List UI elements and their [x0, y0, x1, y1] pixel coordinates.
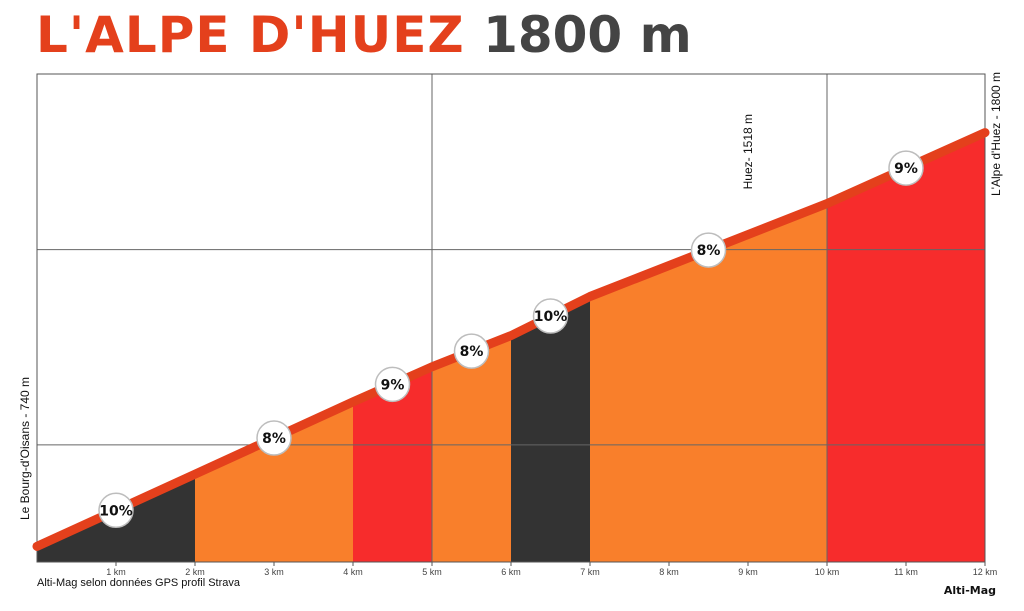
grade-label: 8% — [262, 431, 286, 447]
grade-segment-3 — [353, 366, 432, 562]
x-tick-label: 10 km — [815, 567, 840, 577]
page-title: L'ALPE D'HUEZ 1800 m — [36, 6, 692, 70]
grade-segment-2 — [195, 401, 353, 562]
chart-grid — [37, 74, 985, 562]
grade-badge — [374, 366, 411, 403]
waypoint-labels: Huez- 1518 m — [741, 114, 755, 189]
grade-segments — [37, 132, 985, 562]
x-tick-label: 6 km — [501, 567, 521, 577]
summit-altitude: 1800 m — [483, 6, 692, 64]
start-label: Le Bourg-d'Oisans - 740 m — [18, 377, 32, 520]
x-tick-label: 12 km — [973, 567, 998, 577]
waypoint-label: Huez- 1518 m — [741, 114, 755, 189]
end-label: L'Alpe d'Huez - 1800 m — [989, 72, 1003, 196]
x-tick-label: 8 km — [659, 567, 679, 577]
grade-segment-7 — [827, 132, 985, 562]
grade-label: 8% — [460, 344, 484, 360]
grade-segment-5 — [511, 296, 590, 562]
grade-label: 8% — [697, 243, 721, 259]
x-tick-label: 1 km — [106, 567, 126, 577]
grade-badge — [690, 232, 727, 268]
grade-badges: 10% 8% 9% 8% 10% 8% 9% — [98, 150, 924, 529]
x-tick-label: 2 km — [185, 567, 205, 577]
grade-label: 10% — [99, 503, 133, 519]
source-credit: Alti-Mag selon données GPS profil Strava — [37, 577, 240, 589]
x-tick-label: 9 km — [738, 567, 758, 577]
grade-segment-6 — [590, 203, 827, 562]
x-tick-label: 3 km — [264, 567, 284, 577]
x-tick-label: 7 km — [580, 567, 600, 577]
grade-badge — [256, 420, 292, 456]
grade-badge — [98, 492, 134, 529]
grade-label: 9% — [381, 377, 405, 393]
x-tick-label: 5 km — [422, 567, 442, 577]
x-tick-label: 11 km — [894, 567, 918, 577]
brand-credit: Alti-Mag — [943, 584, 996, 597]
grade-segment-4 — [432, 335, 511, 562]
grade-badge — [532, 298, 569, 334]
grade-badge — [888, 150, 924, 186]
grade-label: 10% — [534, 309, 568, 325]
x-tick-label: 4 km — [343, 567, 363, 577]
x-axis-ticks: 1 km 2 km 3 km 4 km 5 km 6 km 7 km 8 km 9 km 10 k… — [106, 562, 997, 577]
climb-name: L'ALPE D'HUEZ — [36, 6, 465, 64]
grade-badge — [453, 333, 490, 369]
grade-label: 9% — [894, 161, 918, 177]
